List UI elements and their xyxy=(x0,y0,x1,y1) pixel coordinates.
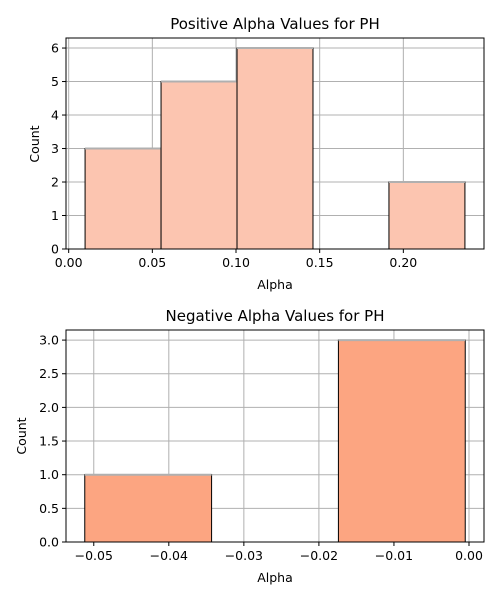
histogram-bar xyxy=(236,47,314,250)
negative-alpha-chart: Negative Alpha Values for PH −0.05 −0.04−… xyxy=(14,307,485,585)
chart-title: Negative Alpha Values for PH xyxy=(166,307,385,325)
y-tick-label: 2.5 xyxy=(39,366,59,381)
x-tick-label: 0.15 xyxy=(306,255,334,270)
histogram-bar xyxy=(160,81,238,250)
x-ticks: −0.05 −0.04 −0.03 −0.02 −0.01 0.00 xyxy=(75,542,483,563)
y-tick-label: 4 xyxy=(51,108,59,123)
y-tick-label: 1.5 xyxy=(39,434,59,449)
x-tick-label: 0.00 xyxy=(455,548,483,563)
y-tick-label: 3 xyxy=(51,141,59,156)
histogram-bar xyxy=(388,181,466,250)
y-tick-label: 0.5 xyxy=(39,501,59,516)
y-tick-label: 1.0 xyxy=(39,467,59,482)
y-tick-label: 5 xyxy=(51,74,59,89)
x-tick-label: −0.05 xyxy=(75,548,113,563)
positive-alpha-chart: Positive Alpha Values for PH 0.00 0.05 0.1… xyxy=(27,15,485,292)
x-ticks: 0.00 0.05 0.10 0.15 0.20 xyxy=(55,249,417,270)
histogram-bar xyxy=(337,339,466,543)
x-tick-label: 0.00 xyxy=(55,255,83,270)
y-ticks: 0 1 2 3 4 5 6 xyxy=(51,41,66,257)
plot-frame xyxy=(65,37,485,250)
histogram-bar xyxy=(84,148,162,250)
x-tick-label: −0.04 xyxy=(150,548,188,563)
y-ticks: 0.0 0.5 1.0 1.5 2.0 2.5 3.0 xyxy=(39,333,66,550)
x-tick-label: −0.03 xyxy=(225,548,263,563)
y-tick-label: 3.0 xyxy=(39,333,59,348)
histogram-bar xyxy=(84,474,213,543)
chart-title: Positive Alpha Values for PH xyxy=(170,15,380,33)
bars xyxy=(84,339,466,543)
y-tick-label: 6 xyxy=(51,41,59,56)
x-tick-label: −0.01 xyxy=(375,548,413,563)
y-axis-label: Count xyxy=(14,417,29,454)
x-axis-label: Alpha xyxy=(257,277,293,292)
x-tick-label: 0.20 xyxy=(389,255,417,270)
x-tick-label: −0.02 xyxy=(300,548,338,563)
y-axis-label: Count xyxy=(27,125,42,162)
y-tick-label: 0.0 xyxy=(39,535,59,550)
y-tick-label: 2 xyxy=(51,175,59,190)
plot-frame xyxy=(65,329,485,543)
y-tick-label: 2.0 xyxy=(39,400,59,415)
bars xyxy=(84,47,466,250)
x-tick-label: 0.05 xyxy=(138,255,166,270)
x-axis-label: Alpha xyxy=(257,570,293,585)
y-tick-label: 1 xyxy=(51,208,59,223)
x-tick-label: 0.10 xyxy=(222,255,250,270)
y-tick-label: 0 xyxy=(51,242,59,257)
